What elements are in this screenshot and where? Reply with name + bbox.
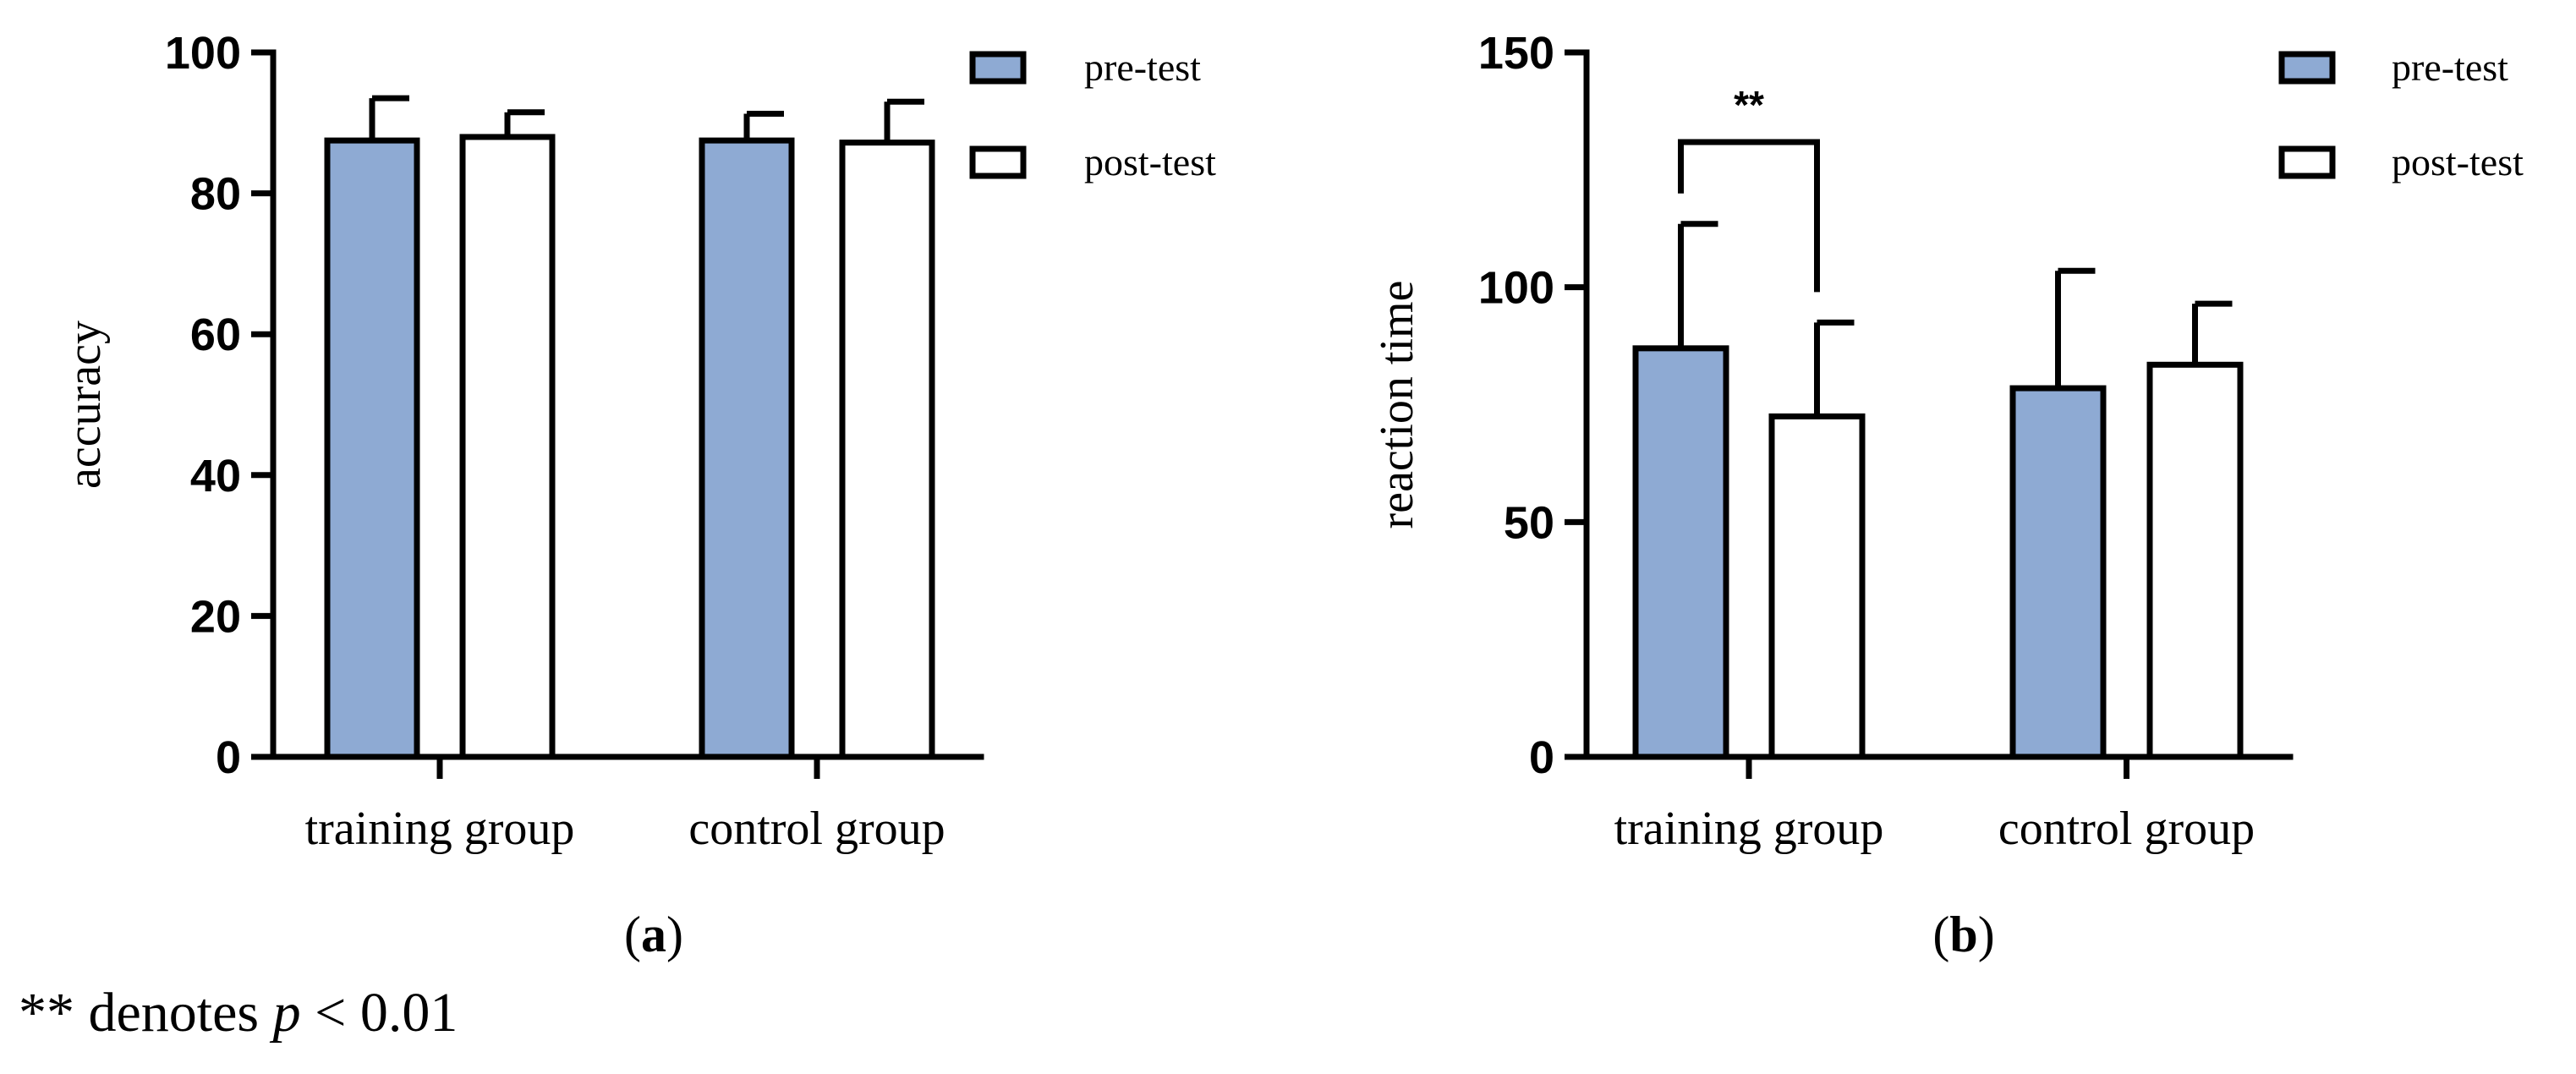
bar-post-test-control-group [839, 140, 935, 760]
legend-label-post-test: post-test [2392, 140, 2524, 184]
significance-label-training-group: ** [1734, 83, 1764, 127]
legend-label-pre-test: pre-test [1084, 46, 1201, 89]
bar-pre-test-training-group [1632, 345, 1729, 760]
legend-swatch-post-test [969, 145, 1027, 179]
y-tick-label-80: 80 [190, 169, 241, 220]
bar-post-test-control-group [2146, 361, 2244, 760]
bar-pre-test-control-group [2009, 385, 2107, 760]
chart-reaction-time: 0 50 100 150 training group control group reac… [1371, 28, 2524, 855]
y-axis-title: reaction time [1371, 281, 1423, 529]
panel-label-b: (b) [1932, 907, 1994, 962]
x-tick-label-control-group: control group [1998, 803, 2255, 855]
bar-post-test-training-group [1768, 413, 1866, 760]
legend-swatch-pre-test [2278, 51, 2336, 85]
legend-swatch-pre-test [969, 51, 1027, 85]
y-tick-label-60: 60 [190, 310, 241, 360]
x-tick-label-training-group: training group [305, 803, 575, 855]
y-tick-label-100: 100 [165, 28, 241, 79]
y-tick-label-100: 100 [1478, 263, 1554, 314]
footnote: ** denotes p < 0.01 [19, 981, 458, 1045]
legend-label-pre-test: pre-test [2392, 46, 2508, 89]
y-axis-title: accuracy [58, 321, 111, 489]
footnote-prefix: ** denotes [19, 982, 273, 1044]
y-tick-label-0: 0 [216, 732, 241, 783]
legend-label-post-test: post-test [1084, 140, 1216, 184]
y-tick-label-40: 40 [190, 451, 241, 501]
x-tick-label-training-group: training group [1614, 803, 1884, 855]
footnote-p-variable: p [272, 982, 301, 1044]
legend-swatch-post-test [2278, 145, 2336, 179]
x-tick-label-control-group: control group [688, 803, 945, 855]
bar-pre-test-control-group [699, 137, 795, 760]
significance-bracket-training-group [1678, 139, 1820, 293]
y-tick-label-0: 0 [1529, 732, 1554, 783]
footnote-suffix: < 0.01 [300, 982, 458, 1044]
bar-pre-test-training-group [324, 137, 420, 760]
bar-post-test-training-group [459, 134, 556, 760]
y-tick-label-150: 150 [1478, 28, 1554, 79]
panel-label-a: (a) [624, 907, 683, 962]
y-tick-label-50: 50 [1504, 497, 1554, 548]
chart-accuracy: 0 20 40 60 80 100 training group control group a… [58, 28, 1216, 855]
y-tick-label-20: 20 [190, 591, 241, 642]
